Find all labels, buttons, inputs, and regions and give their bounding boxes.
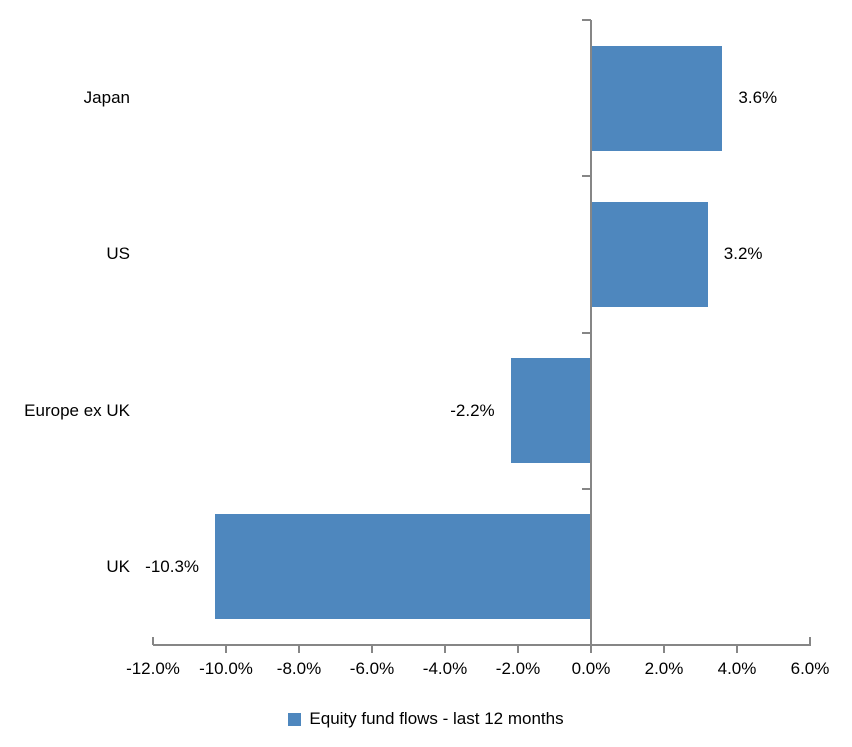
- legend: Equity fund flows - last 12 months: [0, 706, 852, 732]
- x-tick: [298, 645, 300, 653]
- bar-japan: [591, 45, 723, 151]
- x-tick-label-7: 2.0%: [644, 659, 684, 678]
- y-tick: [582, 487, 591, 490]
- bar-europe-ex-uk: [510, 358, 591, 464]
- x-tick-label-8: 4.0%: [717, 659, 757, 678]
- x-tick: [371, 645, 373, 653]
- category-label-us: US: [106, 244, 130, 264]
- data-label-europe-ex-uk: -2.2%: [450, 400, 495, 420]
- y-tick: [582, 331, 591, 334]
- data-label-japan: 3.6%: [738, 88, 778, 108]
- y-tick: [582, 175, 591, 178]
- x-tick-label-2: -8.0%: [276, 659, 322, 678]
- x-tick: [444, 645, 446, 653]
- x-tick: [736, 645, 738, 653]
- x-tick-label-9: 6.0%: [790, 659, 830, 678]
- category-label-japan: Japan: [83, 88, 130, 108]
- legend-series-label: Equity fund flows - last 12 months: [309, 709, 564, 728]
- x-tick-label-3: -6.0%: [349, 659, 395, 678]
- category-label-uk: UK: [106, 556, 130, 576]
- x-tick-label-1: -10.0%: [199, 659, 253, 678]
- x-tick: [225, 645, 227, 653]
- x-tick-label-0: -12.0%: [126, 659, 180, 678]
- legend-marker-icon: [288, 712, 302, 726]
- x-tick-label-5: -2.0%: [495, 659, 541, 678]
- x-axis-end-stub: [152, 637, 154, 645]
- y-axis-line: [590, 20, 592, 653]
- x-tick-label-4: -4.0%: [422, 659, 468, 678]
- bar-uk: [215, 514, 591, 620]
- bar-us: [591, 201, 708, 307]
- y-axis-end-stub: [582, 19, 591, 21]
- x-tick-label-6: 0.0%: [571, 659, 611, 678]
- x-axis-end-stub: [809, 637, 811, 645]
- category-label-europe-ex-uk: Europe ex UK: [24, 400, 130, 420]
- x-tick: [517, 645, 519, 653]
- x-axis-line: [153, 644, 811, 646]
- data-label-us: 3.2%: [723, 244, 763, 264]
- x-tick: [663, 645, 665, 653]
- data-label-uk: -10.3%: [145, 556, 200, 576]
